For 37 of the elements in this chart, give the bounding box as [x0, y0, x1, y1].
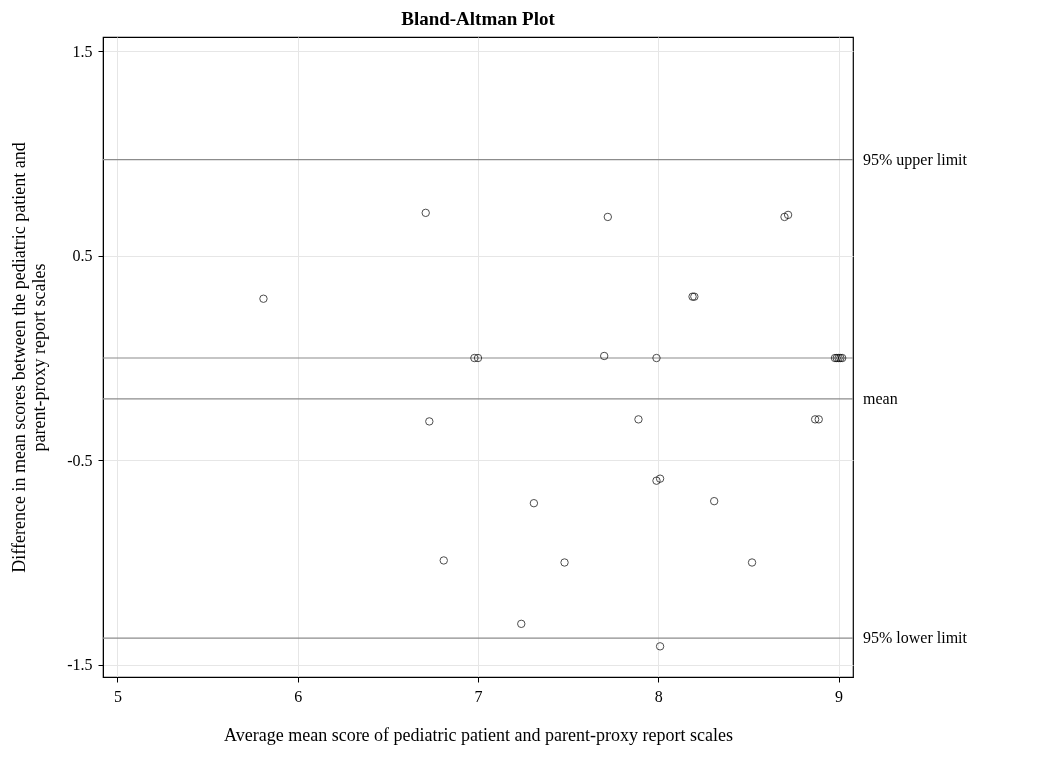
point	[560, 558, 569, 567]
x-tick-label: 6	[294, 687, 303, 705]
point	[783, 210, 793, 220]
point	[259, 294, 268, 303]
ref-line-label: mean	[863, 389, 898, 407]
ref-line-label: 95% lower limit	[863, 629, 968, 647]
point	[747, 558, 757, 567]
point	[599, 351, 609, 361]
x-axis-title: Average mean score of pediatric patient and parent-proxy report scales	[224, 724, 733, 745]
point	[473, 353, 483, 363]
point	[517, 619, 526, 629]
point	[603, 212, 613, 222]
point	[470, 353, 479, 363]
y-tick-label: -0.5	[67, 451, 93, 469]
point	[780, 212, 789, 222]
x-tick-label: 7	[474, 687, 483, 705]
x-tick-label: 9	[835, 687, 844, 705]
point	[425, 417, 434, 426]
point	[439, 556, 448, 565]
point	[810, 415, 820, 424]
point	[814, 415, 823, 424]
chart-title: Bland-Altman Plot	[401, 8, 556, 29]
point	[421, 208, 430, 218]
point	[709, 496, 719, 506]
x-tick-label: 5	[113, 687, 122, 705]
point	[655, 642, 665, 651]
point	[652, 476, 661, 485]
x-tick-label: 8	[654, 687, 663, 705]
point	[634, 415, 643, 424]
point	[652, 353, 661, 363]
ref-line-label: 95% upper limit	[863, 150, 968, 169]
y-axis-title: Difference in mean scores between the pediatric patient and parent-proxy report scales	[9, 142, 50, 573]
y-tick-label: 1.5	[72, 42, 93, 60]
y-tick-label: 0.5	[72, 247, 93, 265]
y-tick-label: -1.5	[67, 656, 93, 674]
point	[529, 499, 539, 508]
point	[655, 474, 665, 483]
